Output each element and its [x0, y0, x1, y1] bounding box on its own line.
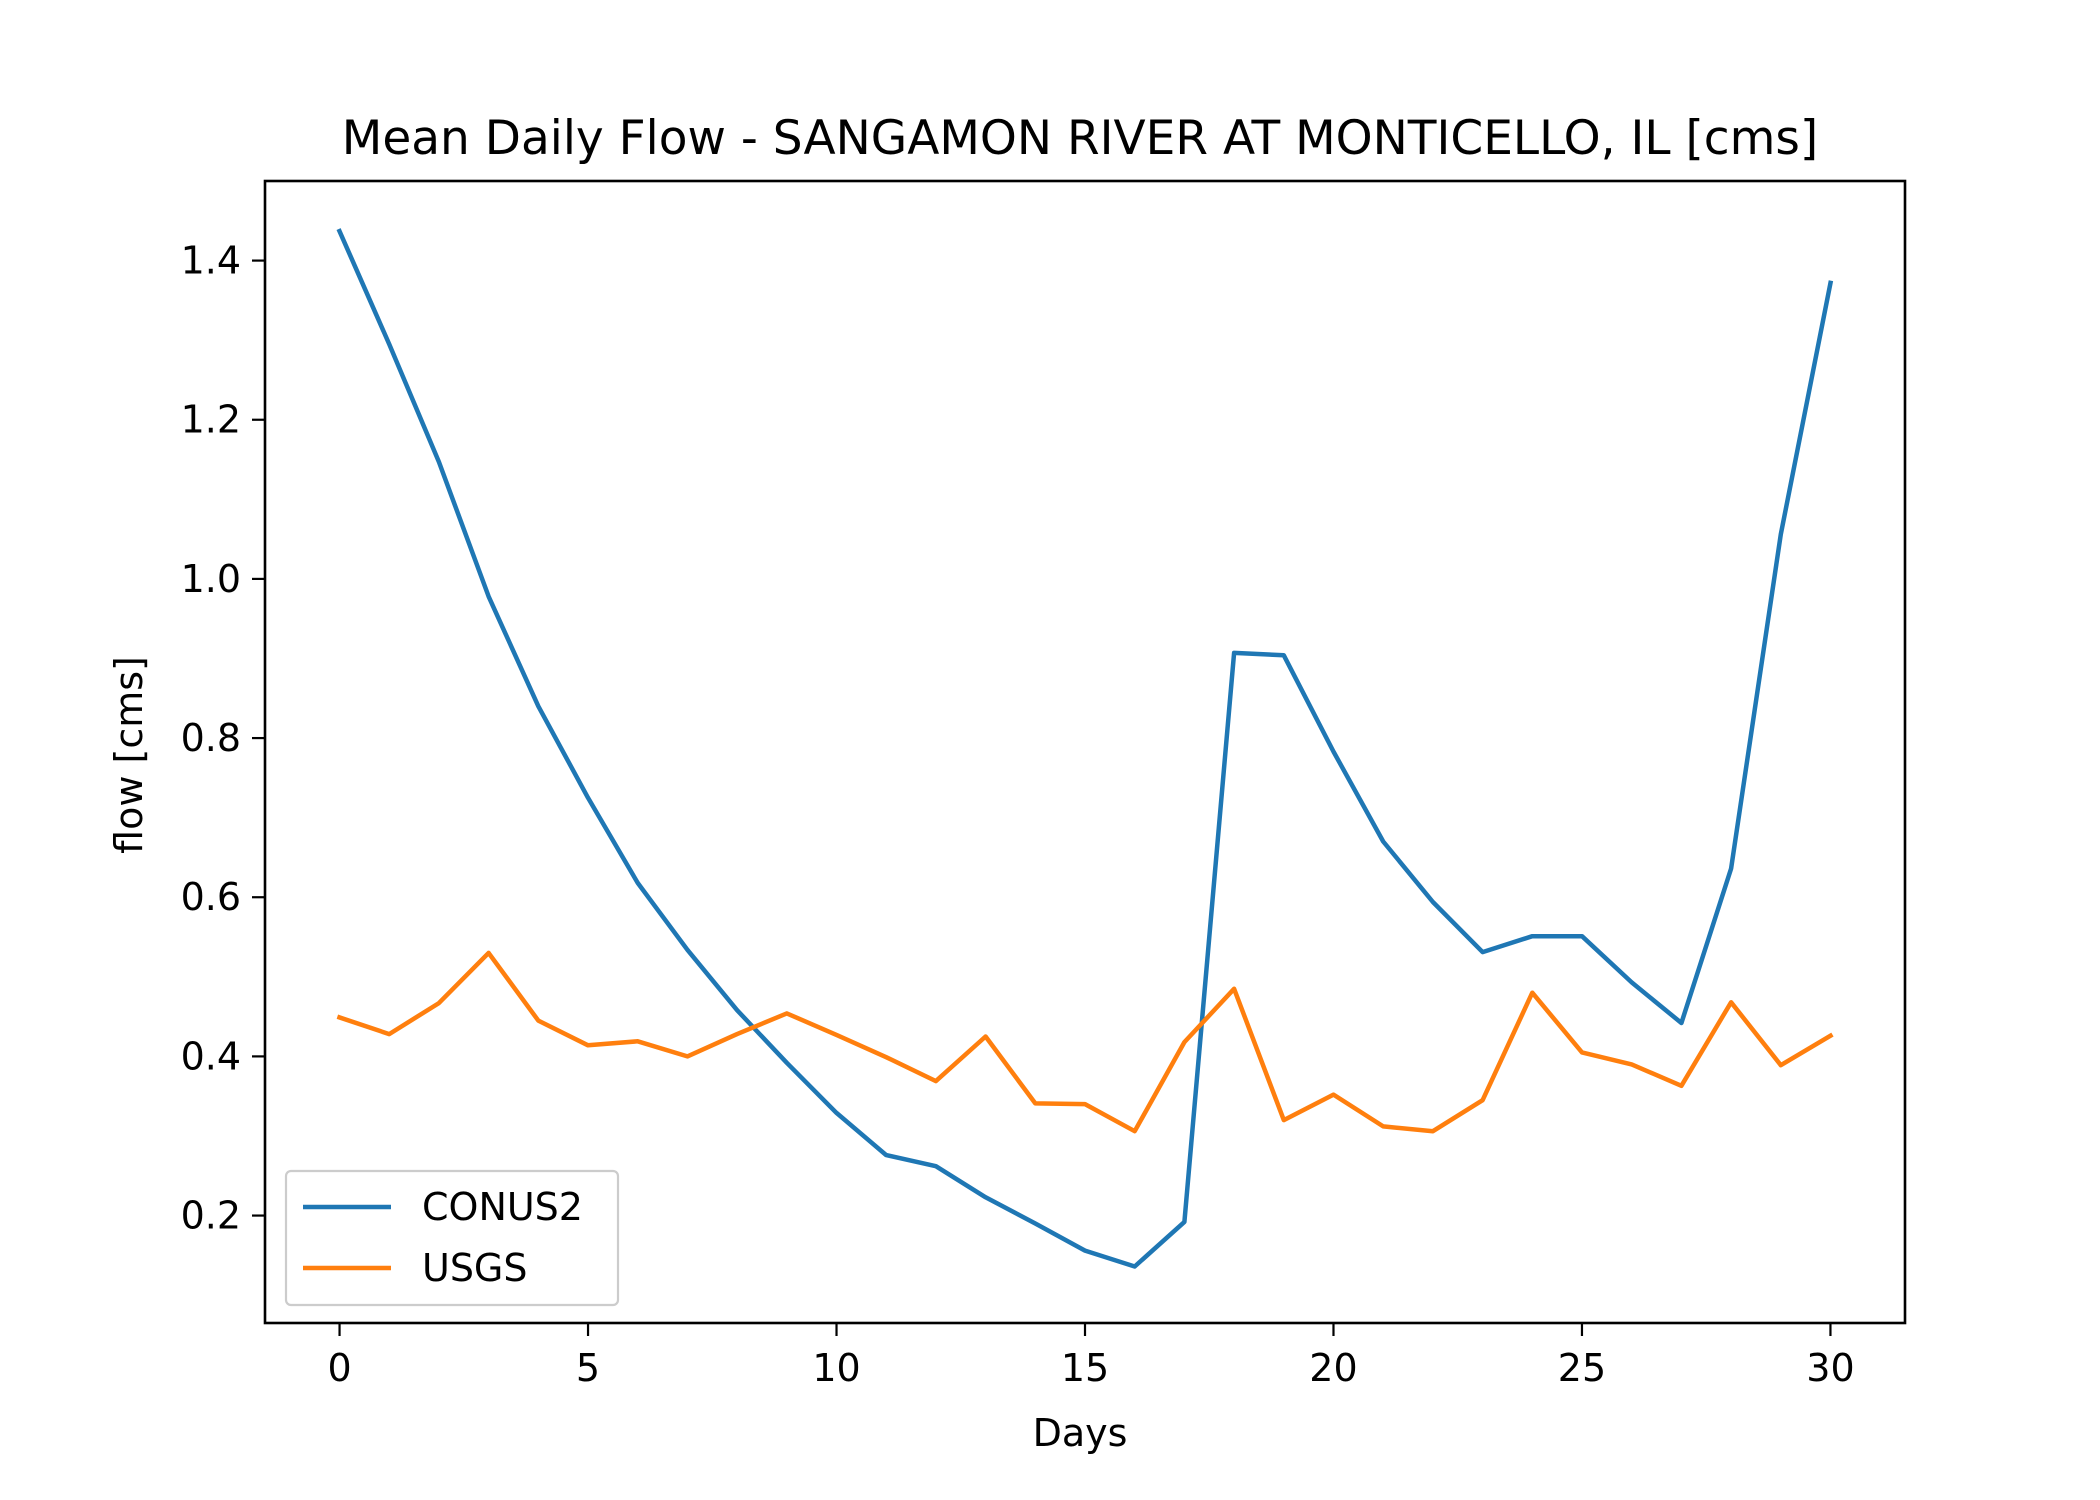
series-line-conus2 — [336, 228, 1834, 1269]
x-tick-label: 10 — [812, 1346, 860, 1390]
y-axis: 0.2 0.4 0.6 0.8 1.0 1.2 1.4 — [181, 239, 265, 1238]
y-tick-label: 0.2 — [181, 1194, 241, 1238]
series-line-usgs — [336, 950, 1834, 1134]
x-axis: 0 5 10 15 20 25 30 — [327, 1323, 1855, 1390]
y-tick-label: 1.2 — [181, 398, 241, 442]
y-axis-label: flow [cms] — [107, 656, 151, 854]
y-tick-label: 1.0 — [181, 557, 241, 601]
x-tick-label: 5 — [576, 1346, 600, 1390]
series-layer — [336, 228, 1834, 1269]
x-tick-label: 20 — [1309, 1346, 1357, 1390]
x-axis-label: Days — [1033, 1411, 1128, 1455]
legend-label-conus2: CONUS2 — [422, 1185, 583, 1229]
x-tick-label: 0 — [327, 1346, 351, 1390]
y-tick-label: 0.8 — [181, 716, 241, 760]
y-tick-label: 0.6 — [181, 875, 241, 919]
legend: CONUS2 USGS — [284, 1169, 620, 1307]
legend-label-usgs: USGS — [422, 1246, 528, 1290]
chart-title: Mean Daily Flow - SANGAMON RIVER AT MONT… — [342, 111, 1818, 166]
x-tick-label: 25 — [1558, 1346, 1606, 1390]
y-tick-label: 0.4 — [181, 1034, 241, 1078]
x-tick-label: 15 — [1061, 1346, 1109, 1390]
x-tick-label: 30 — [1806, 1346, 1854, 1390]
legend-box — [284, 1169, 620, 1307]
y-tick-label: 1.4 — [181, 239, 241, 283]
